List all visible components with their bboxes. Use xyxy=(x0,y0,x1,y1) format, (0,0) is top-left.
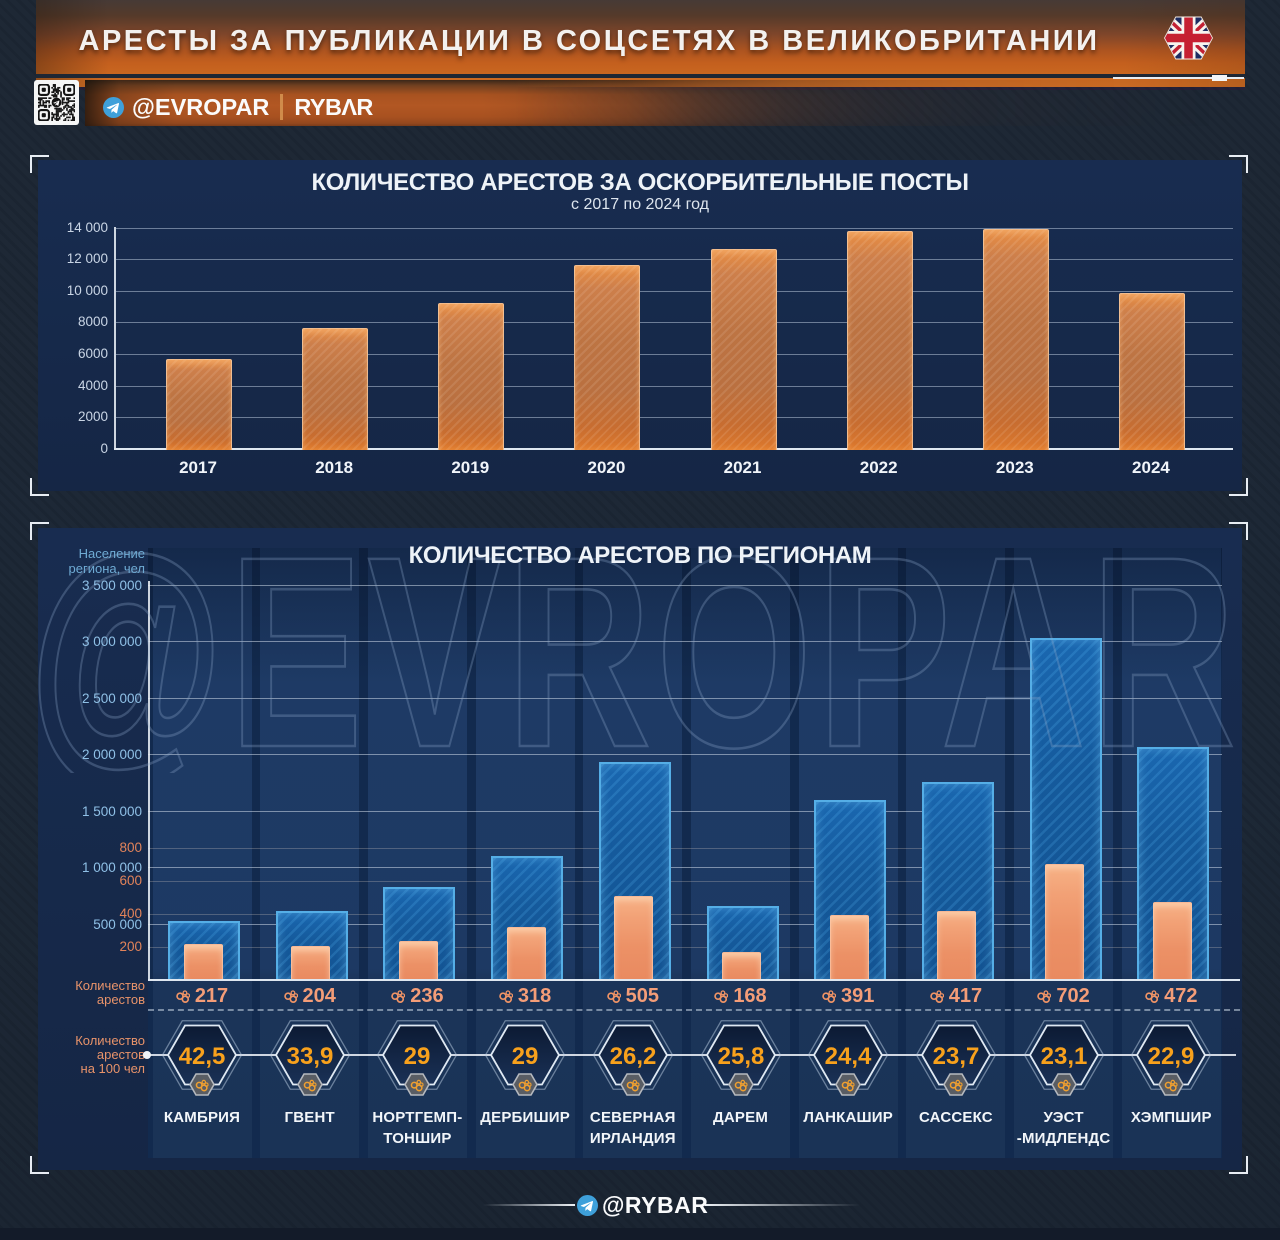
svg-text:33,9: 33,9 xyxy=(286,1043,333,1070)
svg-text:26,2: 26,2 xyxy=(609,1043,656,1070)
svg-text:29: 29 xyxy=(512,1043,539,1070)
svg-text:@EVROPAR: @EVROPAR xyxy=(28,540,1240,773)
svg-text:29: 29 xyxy=(404,1043,431,1070)
svg-text:25,8: 25,8 xyxy=(717,1043,764,1070)
svg-text:22,9: 22,9 xyxy=(1148,1043,1195,1070)
svg-text:24,4: 24,4 xyxy=(825,1043,872,1070)
svg-text:23,7: 23,7 xyxy=(933,1043,980,1070)
svg-text:23,1: 23,1 xyxy=(1040,1043,1087,1070)
svg-text:42,5: 42,5 xyxy=(179,1043,226,1070)
